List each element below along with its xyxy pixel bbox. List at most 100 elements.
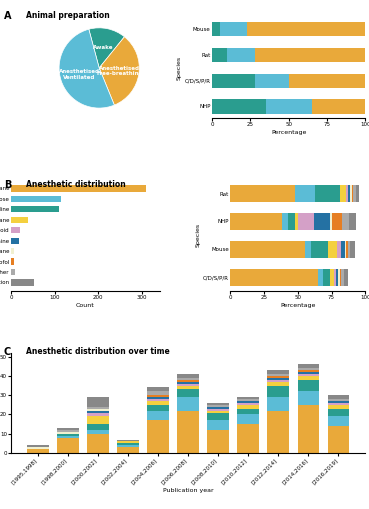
Text: A: A (4, 11, 11, 21)
Bar (282, 213, 289, 230)
Bar (177, 382, 199, 384)
Bar (220, 22, 247, 37)
Text: Animal preparation: Animal preparation (26, 11, 110, 20)
Bar (147, 420, 169, 453)
Bar (255, 74, 289, 88)
Text: Anesthetic distribution over time: Anesthetic distribution over time (26, 347, 170, 356)
Bar (348, 185, 351, 202)
Bar (297, 364, 319, 368)
Bar (177, 380, 199, 382)
Bar (334, 269, 336, 286)
Bar (57, 434, 79, 436)
Bar (311, 241, 328, 258)
Bar (177, 411, 199, 453)
Y-axis label: Species: Species (177, 56, 182, 80)
Bar (87, 397, 109, 407)
Wedge shape (99, 37, 139, 105)
Bar (348, 241, 351, 258)
Bar (207, 412, 229, 420)
Bar (27, 447, 49, 449)
Bar (11, 196, 61, 202)
Bar (315, 185, 340, 202)
Bar (356, 185, 359, 202)
Bar (11, 227, 20, 233)
Bar (328, 405, 349, 409)
X-axis label: Percentage: Percentage (280, 302, 315, 307)
Bar (207, 405, 229, 407)
Text: Anesthetic distribution: Anesthetic distribution (26, 180, 125, 189)
Bar (147, 395, 169, 397)
Text: C: C (4, 347, 11, 357)
Bar (87, 411, 109, 412)
Bar (57, 428, 79, 430)
Bar (238, 401, 259, 403)
Bar (57, 432, 79, 434)
Bar (351, 241, 355, 258)
Bar (328, 416, 349, 426)
Bar (314, 213, 330, 230)
X-axis label: Percentage: Percentage (271, 130, 306, 135)
Bar (268, 370, 289, 374)
Bar (207, 411, 229, 412)
Bar (298, 213, 314, 230)
Bar (297, 370, 319, 372)
Bar (268, 376, 289, 378)
Bar (340, 269, 341, 286)
Bar (297, 405, 319, 453)
Bar (346, 185, 348, 202)
Bar (289, 74, 365, 88)
Bar (337, 241, 341, 258)
Bar (177, 374, 199, 378)
Bar (247, 22, 365, 37)
Bar (87, 407, 109, 409)
Bar (207, 403, 229, 405)
Bar (238, 399, 259, 401)
Bar (212, 99, 266, 114)
Bar (87, 434, 109, 453)
Bar (117, 439, 139, 441)
Bar (177, 384, 199, 385)
Bar (345, 241, 346, 258)
Bar (230, 185, 295, 202)
Bar (268, 385, 289, 397)
Bar (346, 241, 348, 258)
Bar (238, 403, 259, 405)
Bar (207, 407, 229, 409)
Bar (268, 382, 289, 385)
Bar (341, 269, 344, 286)
Bar (330, 213, 332, 230)
Bar (312, 99, 365, 114)
Bar (11, 238, 19, 244)
Bar (353, 185, 356, 202)
Bar (328, 426, 349, 453)
Bar (87, 409, 109, 411)
Bar (207, 430, 229, 453)
Bar (328, 395, 349, 399)
Bar (212, 22, 220, 37)
Bar (147, 387, 169, 391)
Bar (238, 414, 259, 424)
Text: Anesthetised
Ventilated: Anesthetised Ventilated (59, 69, 100, 80)
Bar (147, 401, 169, 405)
Bar (324, 269, 330, 286)
Bar (11, 279, 34, 286)
Bar (351, 185, 352, 202)
Bar (11, 248, 14, 254)
Bar (230, 213, 282, 230)
Bar (238, 405, 259, 409)
Bar (297, 380, 319, 391)
Bar (87, 412, 109, 416)
Bar (207, 409, 229, 411)
Bar (297, 376, 319, 380)
Bar (332, 213, 342, 230)
Bar (352, 185, 353, 202)
Bar (11, 217, 28, 223)
Bar (338, 269, 340, 286)
Bar (27, 449, 49, 453)
Bar (87, 424, 109, 430)
Bar (349, 213, 356, 230)
Bar (57, 430, 79, 432)
Bar (342, 213, 349, 230)
Bar (238, 424, 259, 453)
Bar (117, 441, 139, 443)
